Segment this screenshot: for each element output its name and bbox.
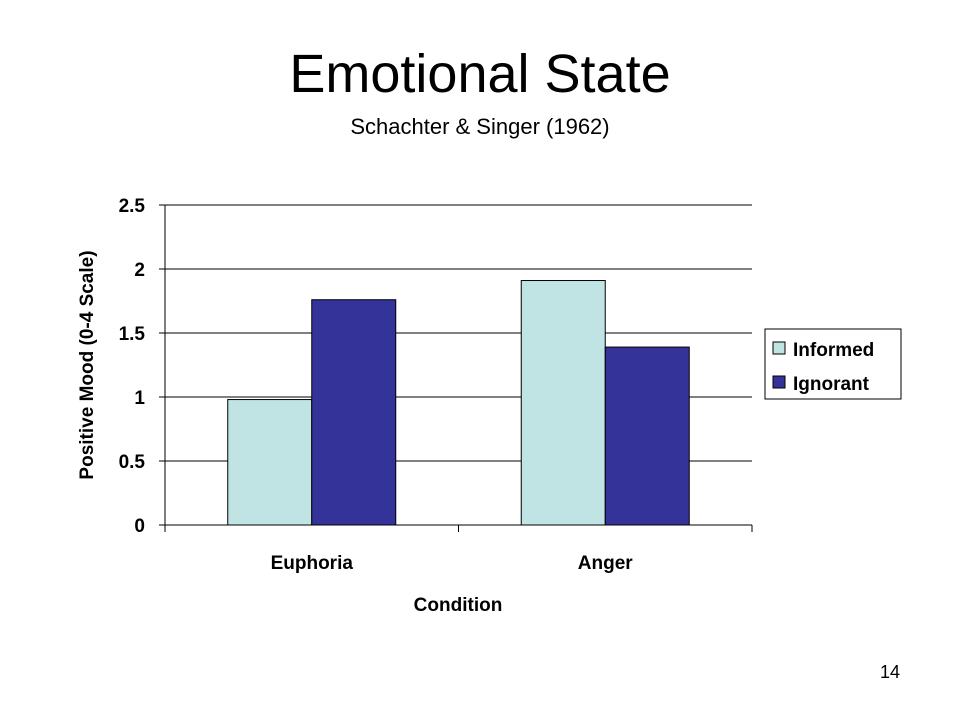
- slide-subtitle: Schachter & Singer (1962): [350, 114, 610, 139]
- y-axis-label: Positive Mood (0-4 Scale): [77, 250, 98, 479]
- y-tick-label: 2: [134, 260, 145, 281]
- y-tick-label: 2.5: [119, 196, 146, 217]
- legend: Informed Ignorant: [764, 328, 902, 400]
- bar-informed-euphoria: [227, 399, 313, 526]
- legend-swatch-informed: [772, 341, 786, 355]
- x-tick-label: Euphoria: [271, 553, 354, 574]
- x-axis-label: Condition: [414, 595, 503, 616]
- legend-box: [764, 328, 902, 400]
- bar-ignorant-anger: [604, 346, 690, 526]
- slide-title: Emotional State: [289, 44, 671, 104]
- page-number: 14: [879, 662, 900, 682]
- axes: 0 0.5 1 1.5 2 2.5 Euphoria Anger: [119, 196, 753, 574]
- legend-swatch-ignorant: [772, 375, 786, 389]
- y-tick-label: 1: [134, 388, 145, 409]
- x-tick-label: Anger: [578, 553, 634, 574]
- y-tick-label: 1.5: [119, 324, 146, 345]
- bars: [227, 280, 690, 526]
- legend-label-ignorant: Ignorant: [793, 374, 870, 395]
- bar-informed-anger: [520, 280, 606, 526]
- y-tick-label: 0.5: [119, 452, 146, 473]
- y-tick-label: 0: [134, 516, 145, 537]
- legend-label-informed: Informed: [793, 340, 874, 361]
- bar-ignorant-euphoria: [311, 299, 397, 526]
